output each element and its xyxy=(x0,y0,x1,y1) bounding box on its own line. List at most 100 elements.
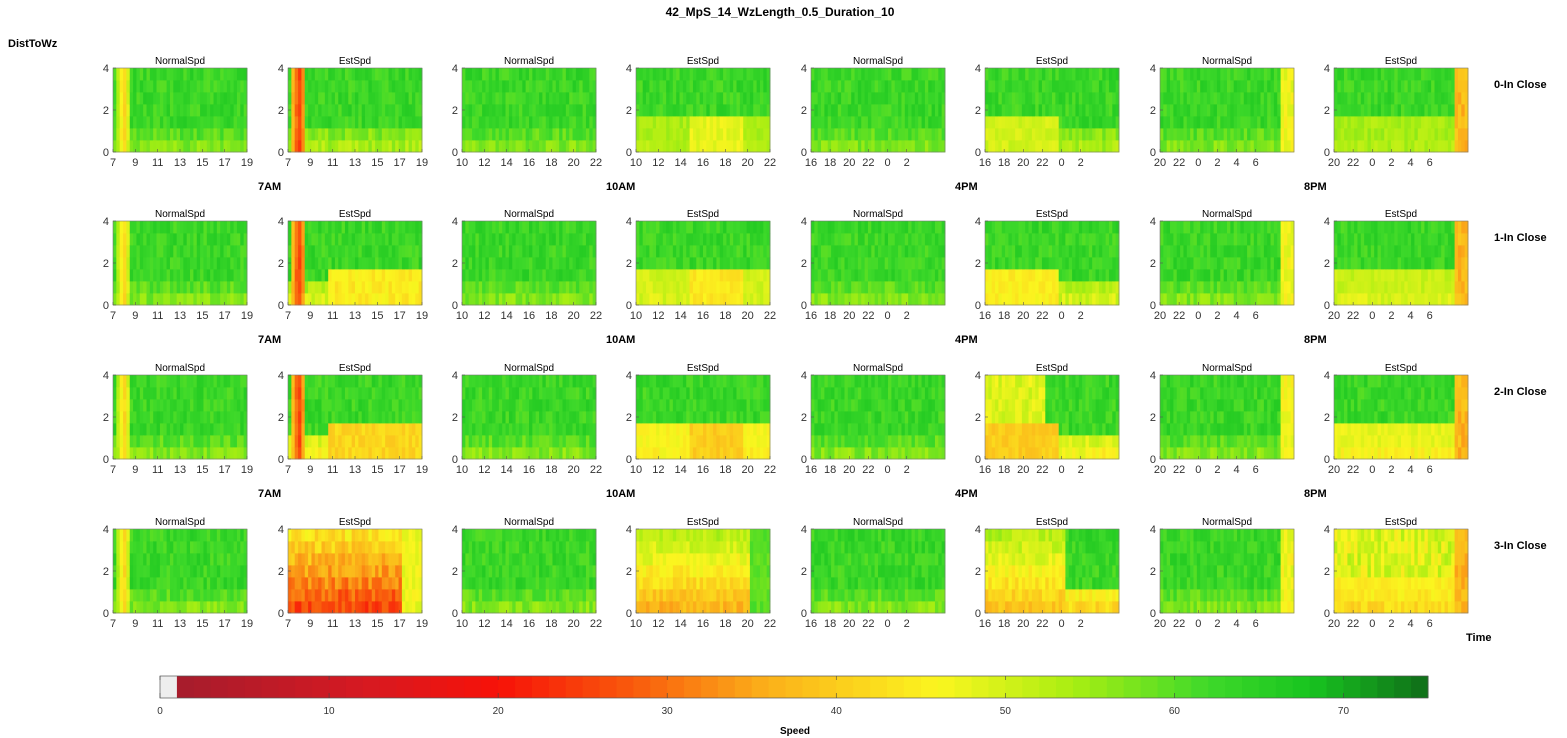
heatmap-cell xyxy=(1374,269,1378,282)
heatmap-cell xyxy=(827,116,832,129)
heatmap-cell xyxy=(351,92,356,105)
heatmap-cell xyxy=(1451,116,1455,129)
heatmap-cell xyxy=(1250,80,1255,93)
heatmap-cell xyxy=(1230,245,1235,258)
heatmap-cell xyxy=(1011,221,1016,234)
heatmap-cell xyxy=(143,269,147,282)
heatmap-cell xyxy=(1041,80,1046,93)
heatmap-cell xyxy=(884,116,889,129)
heatmap-cell xyxy=(736,128,741,141)
heatmap-cell xyxy=(746,140,751,153)
heatmap-cell xyxy=(669,68,674,81)
heatmap-cell xyxy=(119,281,124,294)
heatmap-cell xyxy=(938,245,943,258)
heatmap-cell xyxy=(1414,233,1419,246)
heatmap-cell xyxy=(535,128,540,141)
heatmap-cell xyxy=(898,68,902,81)
heatmap-cell xyxy=(1384,269,1388,282)
heatmap-cell xyxy=(415,104,420,117)
heatmap-cell xyxy=(1287,140,1292,153)
heatmap-cell xyxy=(1035,92,1039,105)
heatmap-cell xyxy=(1035,68,1039,81)
heatmap-cell xyxy=(381,140,386,153)
x-tick-label: 16 xyxy=(979,310,991,322)
heatmap-cell xyxy=(1277,245,1281,258)
heatmap-cell xyxy=(569,281,573,294)
heatmap-cell xyxy=(226,116,231,129)
heatmap-cell xyxy=(861,68,865,81)
heatmap-cell xyxy=(1065,269,1070,282)
heatmap-cell xyxy=(559,257,563,270)
heatmap-cell xyxy=(729,269,734,282)
heatmap-cell xyxy=(1223,233,1228,246)
heatmap-cell xyxy=(1186,128,1191,141)
heatmap-cell xyxy=(1367,104,1372,117)
heatmap-cell xyxy=(1464,68,1469,81)
heatmap-cell xyxy=(1206,104,1211,117)
heatmap-cell xyxy=(1357,140,1362,153)
heatmap-cell xyxy=(311,104,316,117)
heatmap-cell xyxy=(1350,128,1355,141)
heatmap-cell xyxy=(1394,92,1399,105)
heatmap-cell xyxy=(408,128,413,141)
heatmap-cell xyxy=(1461,281,1466,294)
heatmap-cell xyxy=(682,92,687,105)
heatmap-cell xyxy=(492,140,496,153)
heatmap-cell xyxy=(1028,68,1033,81)
heatmap-cell xyxy=(1364,80,1368,93)
heatmap-cell xyxy=(203,92,208,105)
heatmap-cell xyxy=(636,80,640,93)
heatmap-cell xyxy=(525,293,530,306)
heatmap-cell xyxy=(592,116,597,129)
heatmap-cell xyxy=(1055,92,1060,105)
x-tick-label: 0 xyxy=(885,157,891,169)
heatmap-cell xyxy=(401,92,406,105)
heatmap-cell xyxy=(1257,257,1261,270)
heatmap-cell xyxy=(1380,140,1385,153)
heatmap-cell xyxy=(1451,104,1455,117)
heatmap-cell xyxy=(411,92,416,105)
x-tick-label: 11 xyxy=(327,310,338,322)
heatmap-cell xyxy=(508,281,513,294)
heatmap-cell xyxy=(1098,257,1103,270)
heatmap-cell xyxy=(341,269,346,282)
heatmap-cell xyxy=(348,293,353,306)
heatmap-cell xyxy=(401,104,406,117)
heatmap-cell xyxy=(589,116,594,129)
heatmap-cell xyxy=(857,92,862,105)
heatmap-cell xyxy=(709,233,714,246)
heatmap-cell xyxy=(518,221,523,234)
heatmap-cell xyxy=(756,281,761,294)
heatmap-cell xyxy=(1387,92,1392,105)
heatmap-cell xyxy=(1095,281,1100,294)
heatmap-cell xyxy=(1005,104,1009,117)
x-tick-label: 9 xyxy=(307,310,313,322)
heatmap-cell xyxy=(582,140,587,153)
heatmap-cell xyxy=(891,92,896,105)
heatmap-cell xyxy=(739,68,744,81)
heatmap-cell xyxy=(995,128,999,141)
heatmap-cell xyxy=(861,293,865,306)
heatmap-cell xyxy=(1370,269,1375,282)
heatmap-cell xyxy=(814,104,819,117)
heatmap-cell xyxy=(331,245,336,258)
heatmap-cell xyxy=(492,221,496,234)
heatmap-cell xyxy=(116,293,121,306)
heatmap-cell xyxy=(334,68,339,81)
heatmap-cell xyxy=(472,104,476,117)
heatmap-cell xyxy=(200,221,204,234)
heatmap-cell xyxy=(649,80,654,93)
heatmap-cell xyxy=(709,128,714,141)
heatmap-cell xyxy=(1397,80,1402,93)
heatmap-cell xyxy=(646,233,650,246)
heatmap-cell xyxy=(216,245,221,258)
heatmap-cell xyxy=(1417,269,1422,282)
heatmap-cell xyxy=(196,68,201,81)
heatmap-cell xyxy=(642,116,647,129)
heatmap-cell xyxy=(375,281,379,294)
heatmap-cell xyxy=(365,281,369,294)
heatmap-cell xyxy=(565,116,570,129)
heatmap-cell xyxy=(240,257,245,270)
heatmap-cell xyxy=(116,411,121,424)
heatmap-cell xyxy=(821,68,825,81)
